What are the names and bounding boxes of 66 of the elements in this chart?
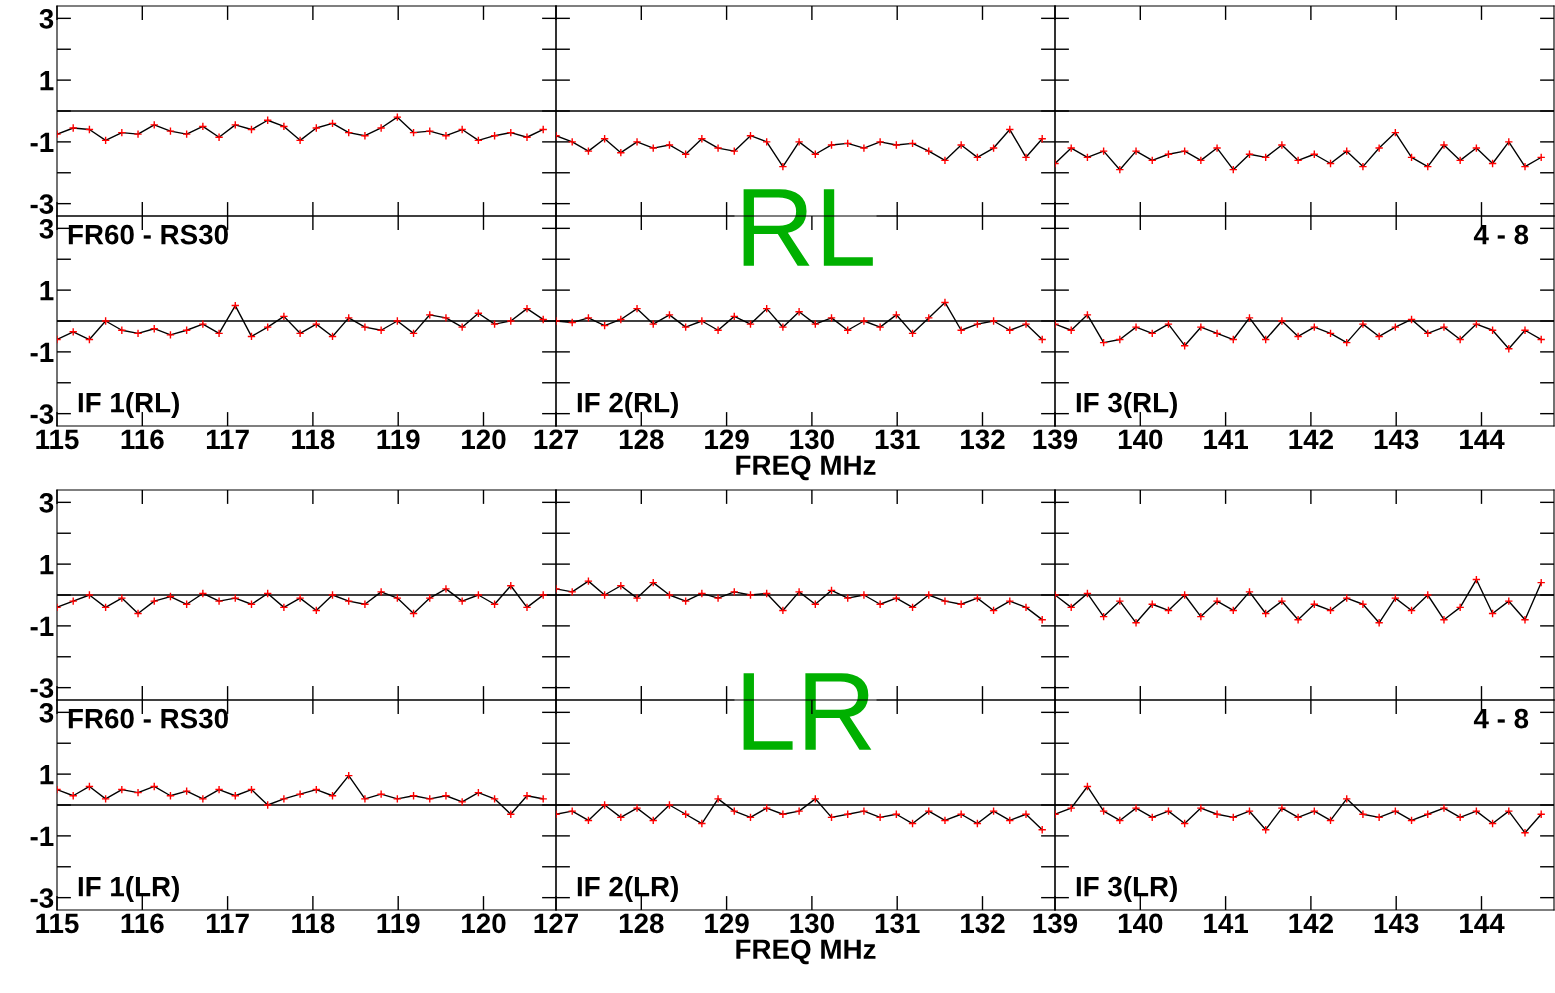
x-tick-label: 119 xyxy=(377,913,420,934)
x-tick-label: 128 xyxy=(619,429,664,450)
x-tick-label: 118 xyxy=(292,429,335,450)
x-tick-label: 120 xyxy=(462,913,506,934)
x-tick-label: 118 xyxy=(292,913,335,934)
x-tick-label: 117 xyxy=(206,429,249,449)
annotation: RL xyxy=(743,189,873,266)
y-tick-label: -3 xyxy=(30,194,54,215)
x-tick-label: 130 xyxy=(790,429,834,450)
x-tick-label: 139 xyxy=(1033,429,1078,450)
y-tick-label: -1 xyxy=(30,132,54,152)
y-tick-label: -3 xyxy=(30,888,54,909)
annotation: IF 2(RL) xyxy=(577,392,678,418)
annotation: IF 2(LR) xyxy=(577,876,678,902)
x-tick-label: 132 xyxy=(961,429,1005,450)
y-tick-label: -1 xyxy=(30,826,54,846)
x-tick-label: 120 xyxy=(462,429,506,450)
x-tick-label: 119 xyxy=(377,429,420,450)
annotation: LR xyxy=(743,673,872,750)
x-tick-label: 131 xyxy=(875,913,920,934)
y-tick-label: -3 xyxy=(30,404,54,425)
x-tick-label: 116 xyxy=(121,913,164,934)
x-tick-label: 127 xyxy=(534,429,578,449)
x-tick-label: 130 xyxy=(790,913,834,934)
y-tick-label: 1 xyxy=(40,555,54,575)
x-tick-label: 128 xyxy=(619,913,664,934)
annotation: 4 - 8 xyxy=(1473,708,1529,729)
x-tick-label: 129 xyxy=(705,429,749,450)
x-tick-label: 142 xyxy=(1289,913,1333,933)
x-tick-label: 141 xyxy=(1204,429,1248,449)
annotation: 4 - 8 xyxy=(1473,224,1529,245)
annotation: FR60 - RS30 xyxy=(68,224,228,245)
y-tick-label: -3 xyxy=(30,678,54,699)
annotation: IF 3(RL) xyxy=(1076,392,1177,418)
x-tick-label: 129 xyxy=(705,913,749,934)
x-tick-label: 116 xyxy=(121,429,164,450)
x-tick-label: 144 xyxy=(1460,429,1505,449)
y-tick-label: -1 xyxy=(30,342,54,362)
x-tick-label: 141 xyxy=(1204,913,1248,933)
x-tick-label: 115 xyxy=(36,913,79,934)
x-tick-label: 131 xyxy=(875,429,920,450)
y-tick-label: 1 xyxy=(40,71,54,91)
x-tick-label: 144 xyxy=(1460,913,1505,933)
x-tick-label: 143 xyxy=(1374,913,1419,934)
x-tick-label: 142 xyxy=(1289,429,1333,449)
y-tick-label: -1 xyxy=(30,616,54,636)
y-tick-label: 1 xyxy=(40,281,54,301)
annotation: IF 1(RL) xyxy=(78,392,179,418)
x-axis-title: FREQ MHz xyxy=(736,455,876,481)
x-tick-label: 127 xyxy=(534,913,578,933)
annotation: FR60 - RS30 xyxy=(68,708,228,729)
y-tick-label: 3 xyxy=(39,219,54,239)
y-tick-label: 1 xyxy=(40,765,54,785)
annotation: IF 3(LR) xyxy=(1076,876,1177,902)
x-tick-label: 143 xyxy=(1374,429,1419,450)
x-tick-label: 140 xyxy=(1118,429,1163,450)
x-tick-label: 117 xyxy=(206,913,249,933)
annotation: IF 1(LR) xyxy=(78,876,179,902)
x-tick-label: 115 xyxy=(36,429,79,450)
x-tick-label: 140 xyxy=(1118,913,1163,934)
y-tick-label: 3 xyxy=(39,493,54,513)
x-tick-label: 132 xyxy=(961,913,1005,934)
y-tick-label: 3 xyxy=(39,9,54,29)
y-tick-label: 3 xyxy=(39,703,54,723)
x-tick-label: 139 xyxy=(1033,913,1078,934)
x-axis-title: FREQ MHz xyxy=(736,939,876,965)
